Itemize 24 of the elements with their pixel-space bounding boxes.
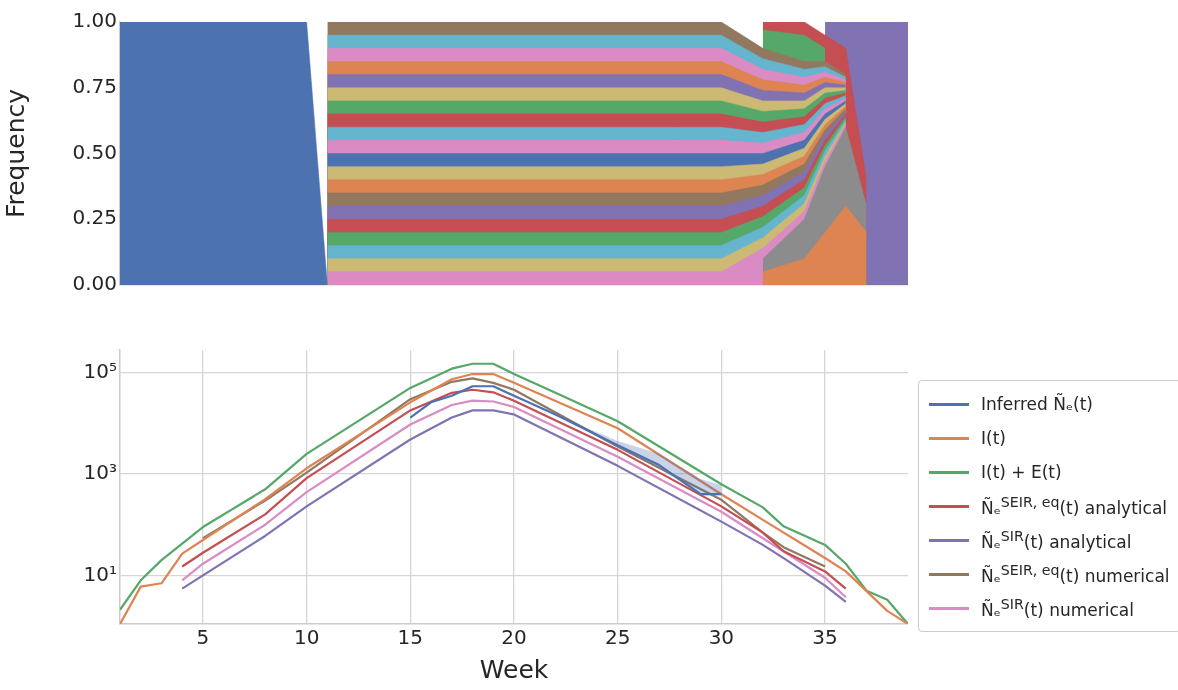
y-axis-title: Frequency [0, 88, 30, 219]
x-tick-label: 5 [196, 625, 210, 650]
legend-label: I(t) [981, 428, 1006, 448]
x-tick-label: 30 [708, 625, 735, 650]
y-tick-label: 0.25 [72, 205, 117, 230]
y-tick-label: 0.75 [72, 73, 117, 98]
y-tick-label: 10³ [83, 460, 117, 485]
legend-label: Ñₑ$^{SEIR, eq}$(t) analytical [981, 494, 1168, 518]
legend-label: Inferred Ñₑ(t) [981, 394, 1093, 414]
x-tick-label: 15 [397, 625, 424, 650]
y-tick-label: 0.00 [72, 271, 117, 296]
x-axis-title: Week [479, 654, 549, 684]
y-tick-label: 0.50 [72, 139, 117, 164]
y-tick-label: 1.00 [72, 8, 117, 33]
x-tick-label: 35 [812, 625, 838, 650]
legend-label: I(t) + E(t) [981, 462, 1062, 482]
legend-label: Ñₑ$^{SIR}$(t) analytical [981, 528, 1132, 552]
legend-label: Ñₑ$^{SIR}$(t) numerical [981, 596, 1134, 620]
y-tick-label: 10¹ [83, 561, 117, 586]
legend-label: Ñₑ$^{SEIR, eq}$(t) numerical [981, 562, 1170, 586]
x-tick-label: 10 [293, 625, 320, 650]
y-tick-label: 10⁵ [83, 358, 117, 383]
x-tick-label: 25 [604, 625, 631, 650]
x-tick-label: 20 [501, 625, 527, 650]
